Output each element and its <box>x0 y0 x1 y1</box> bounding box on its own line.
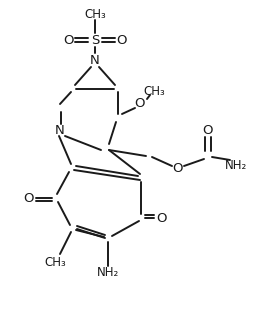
Text: O: O <box>203 123 213 136</box>
Text: O: O <box>135 97 145 110</box>
Text: N: N <box>90 54 100 67</box>
Text: S: S <box>91 33 99 46</box>
Text: CH₃: CH₃ <box>84 8 106 21</box>
Text: O: O <box>23 192 33 205</box>
Text: CH₃: CH₃ <box>44 256 66 268</box>
Text: N: N <box>55 123 65 136</box>
Text: O: O <box>63 33 73 46</box>
Text: CH₃: CH₃ <box>143 84 165 98</box>
Text: O: O <box>117 33 127 46</box>
Text: O: O <box>173 162 183 174</box>
Text: NH₂: NH₂ <box>225 159 247 171</box>
Text: NH₂: NH₂ <box>97 265 119 278</box>
Text: O: O <box>157 212 167 224</box>
